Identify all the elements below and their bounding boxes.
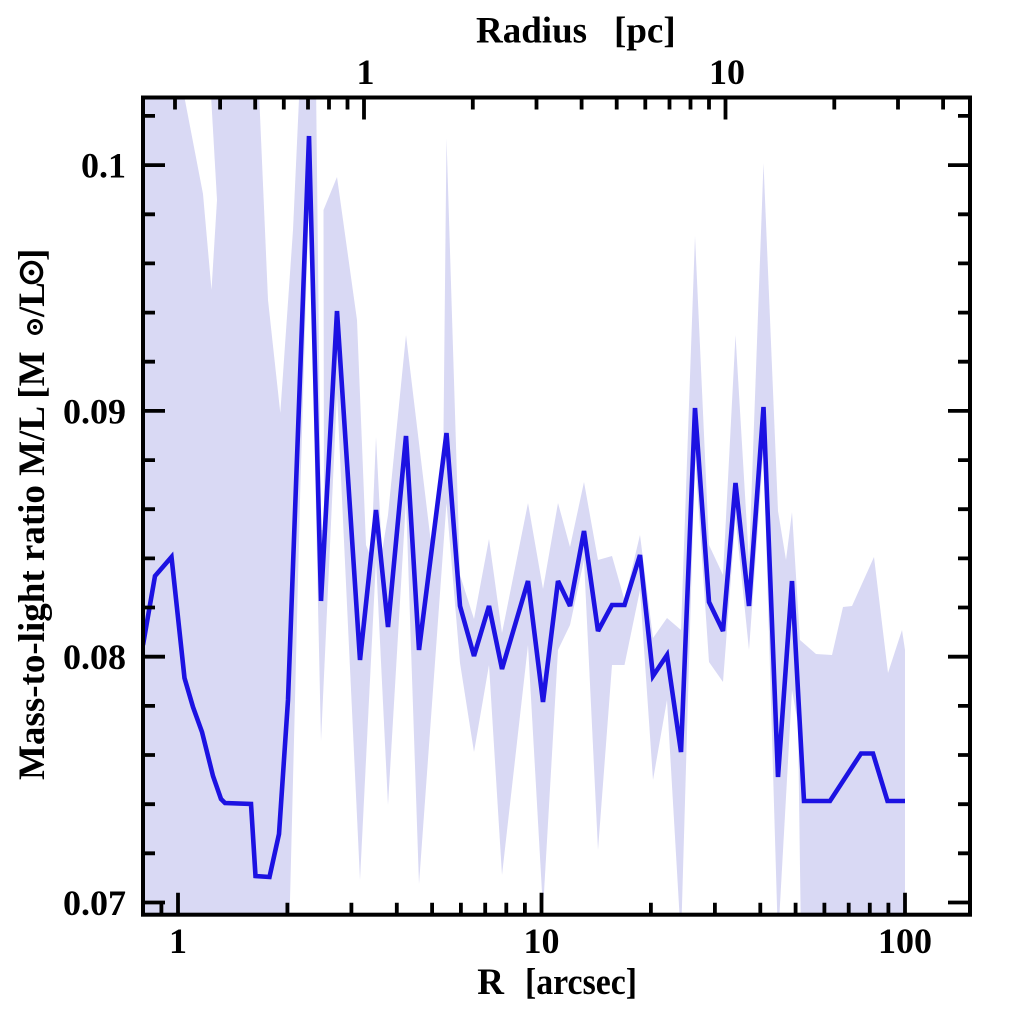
svg-text:/L: /L	[12, 282, 53, 318]
svg-text:[pc]: [pc]	[614, 11, 676, 52]
svg-text:0.08: 0.08	[63, 637, 126, 677]
svg-text:R: R	[477, 962, 505, 1003]
svg-text:10: 10	[709, 52, 745, 92]
svg-text:[arcsec]: [arcsec]	[525, 962, 637, 1003]
svg-text:0.1: 0.1	[81, 146, 126, 186]
svg-text:Radius: Radius	[476, 11, 587, 52]
svg-text:0.09: 0.09	[63, 391, 126, 431]
svg-text:1: 1	[169, 921, 187, 961]
svg-text:]: ]	[12, 249, 53, 261]
svg-text:0.07: 0.07	[63, 883, 126, 923]
svg-text:Mass-to-light ratio M/L [M: Mass-to-light ratio M/L [M	[12, 352, 53, 781]
svg-text:100: 100	[878, 921, 932, 961]
svg-text:1: 1	[357, 52, 375, 92]
svg-text:10: 10	[524, 921, 560, 961]
